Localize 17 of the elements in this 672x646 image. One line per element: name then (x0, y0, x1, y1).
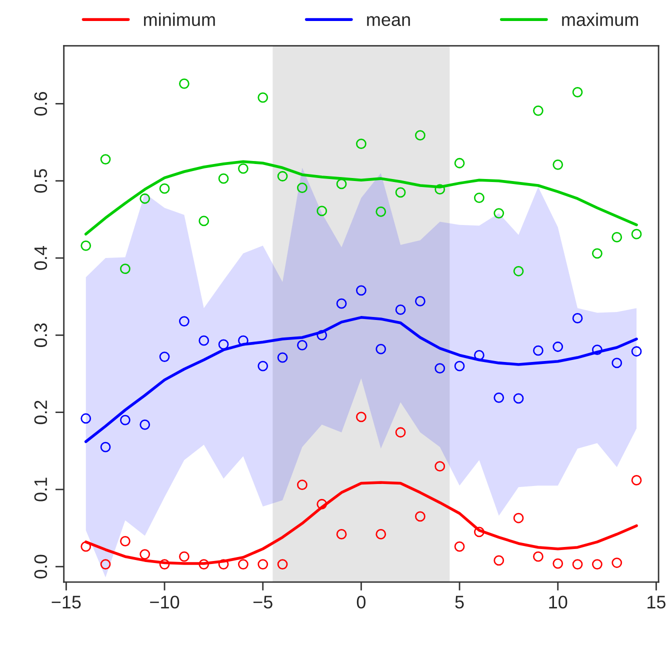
x-tick-label: −10 (150, 596, 180, 609)
y-tick-label: 0.2 (34, 400, 48, 424)
legend-label: maximum (562, 12, 638, 26)
x-tick-label: 5 (455, 596, 464, 609)
legend-label: minimum (144, 12, 215, 26)
x-tick-label: −5 (253, 596, 272, 609)
y-tick-label: 0.0 (34, 554, 48, 578)
y-tick-label: 0.6 (34, 92, 48, 116)
x-tick-label: 0 (356, 596, 366, 609)
y-tick-label: 0.5 (34, 169, 48, 193)
y-tick-label: 0.1 (34, 478, 48, 502)
y-tick-label: 0.4 (34, 246, 48, 270)
x-tick-label: 15 (648, 596, 666, 609)
x-tick-label: 10 (549, 596, 568, 609)
legend-label: mean (367, 16, 410, 26)
y-tick-label: 0.3 (34, 323, 48, 348)
x-tick-label: −15 (52, 596, 81, 609)
